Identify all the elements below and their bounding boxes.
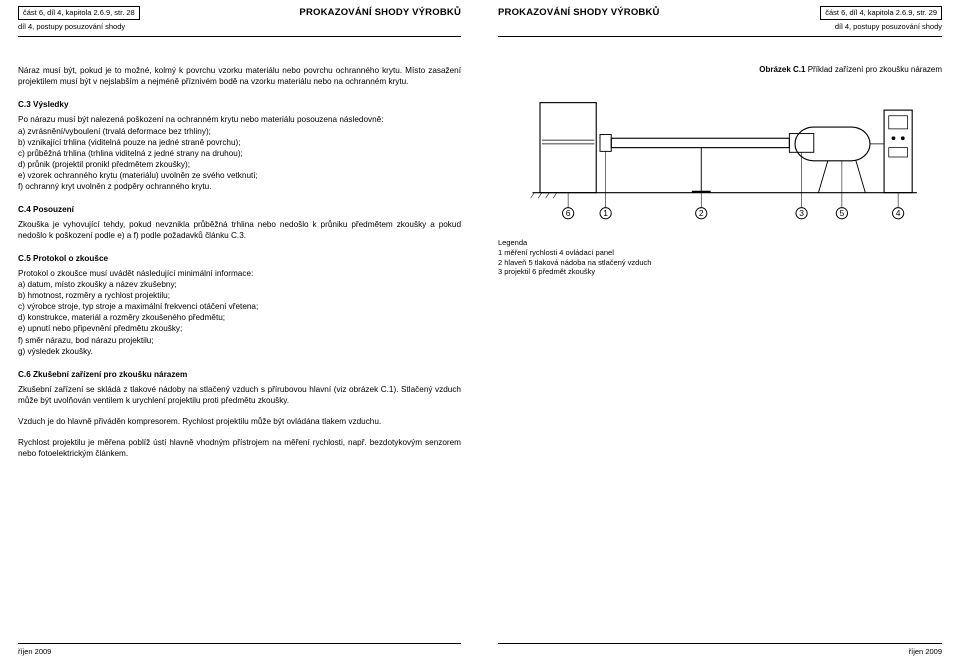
figure-caption: Obrázek C.1 Příklad zařízení pro zkoušku… xyxy=(498,65,942,76)
c5-a: a) datum, místo zkoušky a název zkušebny… xyxy=(18,279,461,290)
legend-line-2: 2 hlaveň 5 tlaková nádoba na stlačený vz… xyxy=(498,258,942,268)
header-box-right: část 6, díl 4, kapitola 2.6.9, str. 29 xyxy=(820,6,942,20)
header-rule-right xyxy=(498,36,942,37)
c5-c: c) výrobce stroje, typ stroje a maximáln… xyxy=(18,301,461,312)
circle-6: 6 xyxy=(566,208,571,218)
circle-2: 2 xyxy=(699,208,704,218)
c3-a: a) zvrásnění/vyboulení (trvalá deformace… xyxy=(18,126,461,137)
c3-b: b) vznikající trhlina (viditelná pouze n… xyxy=(18,137,461,148)
heading-c6: C.6 Zkušební zařízení pro zkoušku náraze… xyxy=(18,369,461,380)
c5-d: d) konstrukce, materiál a rozměry zkouše… xyxy=(18,312,461,323)
c3-e: e) vzorek ochranného krytu (materiálu) u… xyxy=(18,170,461,181)
header-rule xyxy=(18,36,461,37)
footer-left: říjen 2009 xyxy=(18,643,461,657)
left-content: Náraz musí být, pokud je to možné, kolmý… xyxy=(18,65,461,469)
legend-line-1: 1 měření rychlosti 4 ovládací panel xyxy=(498,248,942,258)
c3-d: d) průnik (projektil pronikl předmětem z… xyxy=(18,159,461,170)
legend-line-3: 3 projektil 6 předmět zkoušky xyxy=(498,267,942,277)
c4-paragraph: Zkouška je vyhovující tehdy, pokud nevzn… xyxy=(18,219,461,241)
header-subline-left: díl 4, postupy posuzování shody xyxy=(18,22,140,32)
figure-caption-text: Příklad zařízení pro zkoušku nárazem xyxy=(808,65,942,74)
c5-e: e) upnutí nebo připevnění předmětu zkouš… xyxy=(18,323,461,334)
header-subline-right: díl 4, postupy posuzování shody xyxy=(820,22,942,32)
c3-c: c) průběžná trhlina (trhlina viditelná z… xyxy=(18,148,461,159)
circle-5: 5 xyxy=(840,208,845,218)
c3-intro: Po nárazu musí být nalezená poškození na… xyxy=(18,114,461,125)
heading-c4: C.4 Posouzení xyxy=(18,204,461,215)
page-title-left: PROKAZOVÁNÍ SHODY VÝROBKŮ xyxy=(299,7,461,20)
figure-legend: Legenda 1 měření rychlosti 4 ovládací pa… xyxy=(498,238,942,277)
c5-g: g) výsledek zkoušky. xyxy=(18,346,461,357)
circle-1: 1 xyxy=(603,208,608,218)
heading-c3: C.3 Výsledky xyxy=(18,99,461,110)
intro-paragraph: Náraz musí být, pokud je to možné, kolmý… xyxy=(18,65,461,87)
legend-heading: Legenda xyxy=(498,238,942,248)
figure-diagram: 6 1 2 3 5 4 xyxy=(498,82,942,232)
c3-f: f) ochranný kryt uvolněn z podpěry ochra… xyxy=(18,181,461,192)
c6-p1: Zkušební zařízení se skládá z tlakové ná… xyxy=(18,384,461,406)
c6-p2: Vzduch je do hlavně přiváděn kompresorem… xyxy=(18,416,461,427)
circle-3: 3 xyxy=(799,208,804,218)
figure-label: Obrázek C.1 xyxy=(759,65,805,74)
c6-p3: Rychlost projektilu je měřena poblíž úst… xyxy=(18,437,461,459)
c5-b: b) hmotnost, rozměry a rychlost projekti… xyxy=(18,290,461,301)
footer-date-right: říjen 2009 xyxy=(909,647,942,657)
header-box-left: část 6, díl 4, kapitola 2.6.9, str. 28 xyxy=(18,6,140,20)
c5-f: f) směr nárazu, bod nárazu projektilu; xyxy=(18,335,461,346)
page-title-right: PROKAZOVÁNÍ SHODY VÝROBKŮ xyxy=(498,7,660,20)
footer-right: říjen 2009 xyxy=(498,643,942,657)
heading-c5: C.5 Protokol o zkoušce xyxy=(18,253,461,264)
circle-4: 4 xyxy=(896,208,901,218)
footer-date-left: říjen 2009 xyxy=(18,647,51,657)
c5-intro: Protokol o zkoušce musí uvádět následují… xyxy=(18,268,461,279)
